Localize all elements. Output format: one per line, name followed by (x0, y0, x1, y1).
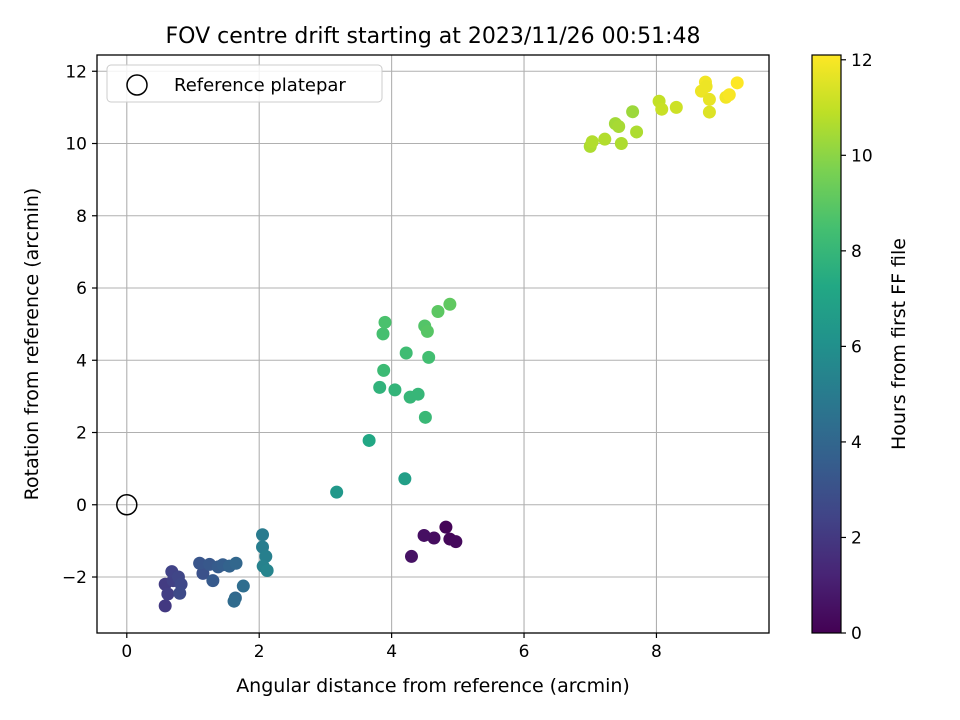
y-tick-label: 6 (76, 279, 87, 299)
colorbar-tick-label: 10 (851, 146, 873, 166)
data-point (161, 587, 175, 601)
y-axis-ticks: −2 0 2 4 6 8 10 12 (62, 62, 97, 588)
data-point (256, 528, 270, 542)
x-axis-ticks: 0 2 4 6 8 (121, 633, 662, 662)
y-tick-label: 12 (65, 62, 87, 82)
data-point (417, 528, 431, 542)
colorbar-tick-label: 4 (851, 433, 862, 453)
data-point (388, 383, 402, 397)
legend-label: Reference platepar (174, 75, 346, 96)
y-tick-label: 2 (76, 424, 87, 444)
data-point (418, 410, 432, 424)
x-axis-label: Angular distance from reference (arcmin) (236, 675, 630, 697)
colorbar (812, 55, 841, 633)
x-tick-label: 8 (651, 642, 662, 662)
data-point (702, 105, 716, 119)
data-point (585, 135, 599, 149)
legend: Reference platepar (106, 64, 383, 103)
data-point (669, 100, 683, 114)
colorbar-tick-label: 0 (851, 624, 862, 644)
data-point (377, 363, 391, 377)
data-point (373, 380, 387, 394)
grid-lines (97, 55, 769, 633)
data-point (398, 472, 412, 486)
data-point (427, 531, 441, 545)
data-point (404, 549, 418, 563)
colorbar-tick-label: 8 (851, 242, 862, 262)
data-point (439, 520, 453, 534)
data-point (598, 132, 612, 146)
data-point (330, 485, 344, 499)
data-point (612, 120, 626, 134)
data-point (362, 433, 376, 447)
data-point (420, 324, 434, 338)
y-tick-label: −2 (62, 568, 87, 588)
data-point (422, 350, 436, 364)
legend-reference-marker (126, 74, 148, 96)
colorbar-tick-label: 2 (851, 528, 862, 548)
data-point (614, 137, 628, 151)
y-tick-label: 8 (76, 207, 87, 227)
data-point (259, 549, 273, 563)
data-point (236, 579, 250, 593)
reference-marker-layer (116, 494, 138, 516)
colorbar-tick-label: 6 (851, 337, 862, 357)
data-point (206, 574, 220, 588)
data-point (196, 566, 210, 580)
data-point (702, 92, 716, 106)
data-point (173, 586, 187, 600)
colorbar-tick-label: 12 (851, 51, 873, 71)
legend-box (106, 64, 383, 103)
data-point (378, 315, 392, 329)
data-point (227, 594, 241, 608)
x-tick-label: 0 (121, 642, 132, 662)
x-tick-label: 6 (519, 642, 530, 662)
data-point (626, 105, 640, 119)
data-point (722, 88, 736, 102)
chart-title: FOV centre drift starting at 2023/11/26 … (166, 24, 701, 49)
colorbar-label: Hours from first FF file (888, 238, 910, 450)
reference-platepar-marker (116, 494, 138, 516)
data-point (443, 297, 457, 311)
data-point (260, 564, 274, 578)
data-point (630, 125, 644, 139)
data-points (158, 75, 744, 613)
plot-frame (96, 54, 770, 634)
data-point (376, 327, 390, 341)
data-point (449, 535, 463, 549)
x-tick-label: 4 (386, 642, 397, 662)
data-point (431, 304, 445, 318)
x-tick-label: 2 (254, 642, 265, 662)
data-point (730, 76, 744, 90)
data-point (193, 556, 207, 570)
colorbar-frame (811, 54, 842, 634)
data-point (158, 599, 172, 613)
data-point (699, 79, 713, 93)
data-point (229, 556, 243, 570)
y-tick-label: 4 (76, 351, 87, 371)
data-point (655, 102, 669, 116)
y-tick-label: 10 (65, 135, 87, 155)
y-axis-label: Rotation from reference (arcmin) (21, 188, 43, 501)
data-point (399, 346, 413, 360)
y-tick-label: 0 (76, 496, 87, 516)
data-point (411, 387, 425, 401)
colorbar-ticks: 0 2 4 6 8 10 12 (841, 51, 873, 644)
